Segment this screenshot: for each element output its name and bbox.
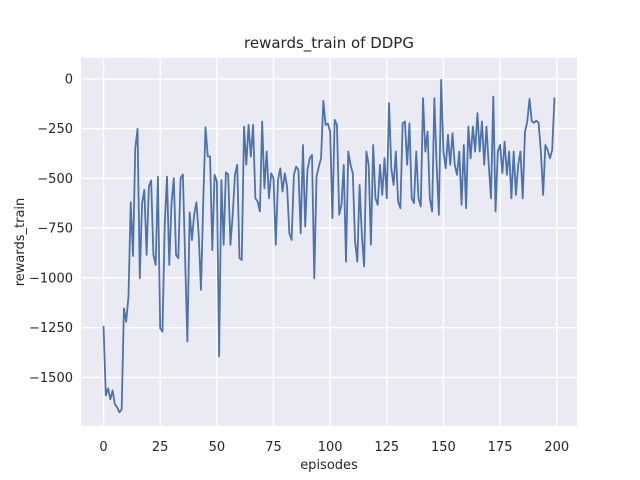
x-tick-label: 75 xyxy=(265,440,282,455)
x-tick-label: 150 xyxy=(431,440,456,455)
y-axis-label: rewards_train xyxy=(13,198,28,287)
x-tick-label: 100 xyxy=(318,440,343,455)
x-tick-label: 125 xyxy=(374,440,399,455)
y-tick-label: −750 xyxy=(37,222,73,237)
x-tick-labels: 0 25 50 75 100 125 150 175 200 xyxy=(99,440,569,455)
x-axis-label: episodes xyxy=(300,458,358,473)
y-tick-label: −1250 xyxy=(29,321,73,336)
chart-title: rewards_train of DDPG xyxy=(244,34,414,53)
y-tick-label: 0 xyxy=(65,72,73,87)
x-tick-label: 25 xyxy=(152,440,169,455)
x-tick-label: 175 xyxy=(488,440,513,455)
y-tick-labels: 0 −250 −500 −750 −1000 −1250 −1500 xyxy=(29,72,73,386)
data-line xyxy=(102,78,556,414)
x-tick-label: 200 xyxy=(544,440,569,455)
y-tick-label: −500 xyxy=(37,172,73,187)
x-tick-label: 50 xyxy=(209,440,226,455)
y-tick-label: −1500 xyxy=(29,371,73,386)
x-tick-label: 0 xyxy=(99,440,107,455)
y-tick-label: −1000 xyxy=(29,271,73,286)
y-tick-label: −250 xyxy=(37,122,73,137)
